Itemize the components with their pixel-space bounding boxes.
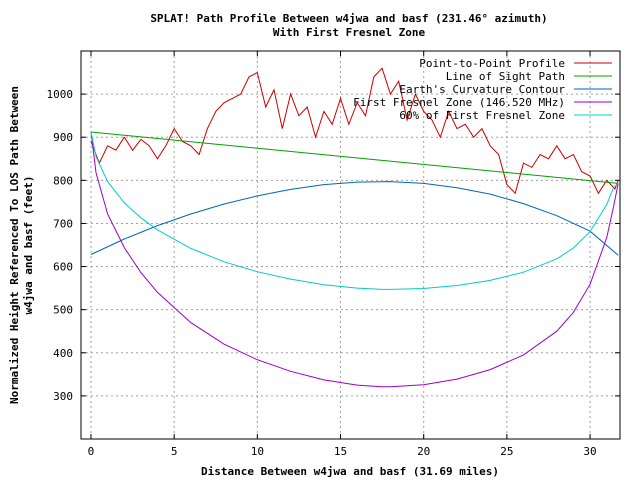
- x-tick-label: 30: [583, 445, 596, 458]
- legend-label-1: Point-to-Point Profile: [419, 57, 565, 70]
- series-line-4: [90, 131, 619, 388]
- y-tick-label: 600: [53, 261, 73, 274]
- y-tick-label: 400: [53, 347, 73, 360]
- series-line-1: [90, 67, 619, 195]
- x-axis-ticks: 0 5 10 15 20 25 30: [88, 51, 597, 458]
- x-tick-label: 5: [171, 445, 178, 458]
- x-axis-label: Distance Between w4jwa and basf (31.69 m…: [201, 465, 499, 478]
- chart-title: SPLAT! Path Profile Between w4jwa and ba…: [150, 12, 547, 25]
- y-tick-label: 800: [53, 174, 73, 187]
- y-axis-label-line1: Normalized Height Referenced To LOS Path…: [8, 86, 21, 404]
- legend-label-5: 60% of First Fresnel Zone: [399, 109, 565, 122]
- y-tick-label: 700: [53, 217, 73, 230]
- y-axis-label-line2: w4jwa and basf (feet): [22, 175, 35, 314]
- y-tick-label: 300: [53, 390, 73, 403]
- x-tick-label: 20: [417, 445, 430, 458]
- legend-label-2: Line of Sight Path: [446, 70, 565, 83]
- y-tick-label: 1000: [47, 88, 74, 101]
- y-axis-ticks: 300 400 500 600 700 800 900 1000: [47, 88, 620, 403]
- legend-label-4: First Fresnel Zone (146.520 MHz): [353, 96, 565, 109]
- x-tick-label: 0: [88, 445, 95, 458]
- plot-frame: [80, 50, 621, 440]
- data-series: [90, 67, 619, 388]
- x-tick-label: 15: [334, 445, 347, 458]
- series-line-2: [90, 131, 619, 184]
- y-tick-label: 500: [53, 304, 73, 317]
- x-tick-label: 25: [500, 445, 513, 458]
- chart-subtitle: With First Fresnel Zone: [273, 26, 426, 39]
- x-tick-label: 10: [251, 445, 264, 458]
- series-line-3: [90, 181, 619, 256]
- y-tick-label: 900: [53, 131, 73, 144]
- series-line-5: [90, 131, 619, 290]
- legend-label-3: Earth's Curvature Contour: [399, 83, 565, 96]
